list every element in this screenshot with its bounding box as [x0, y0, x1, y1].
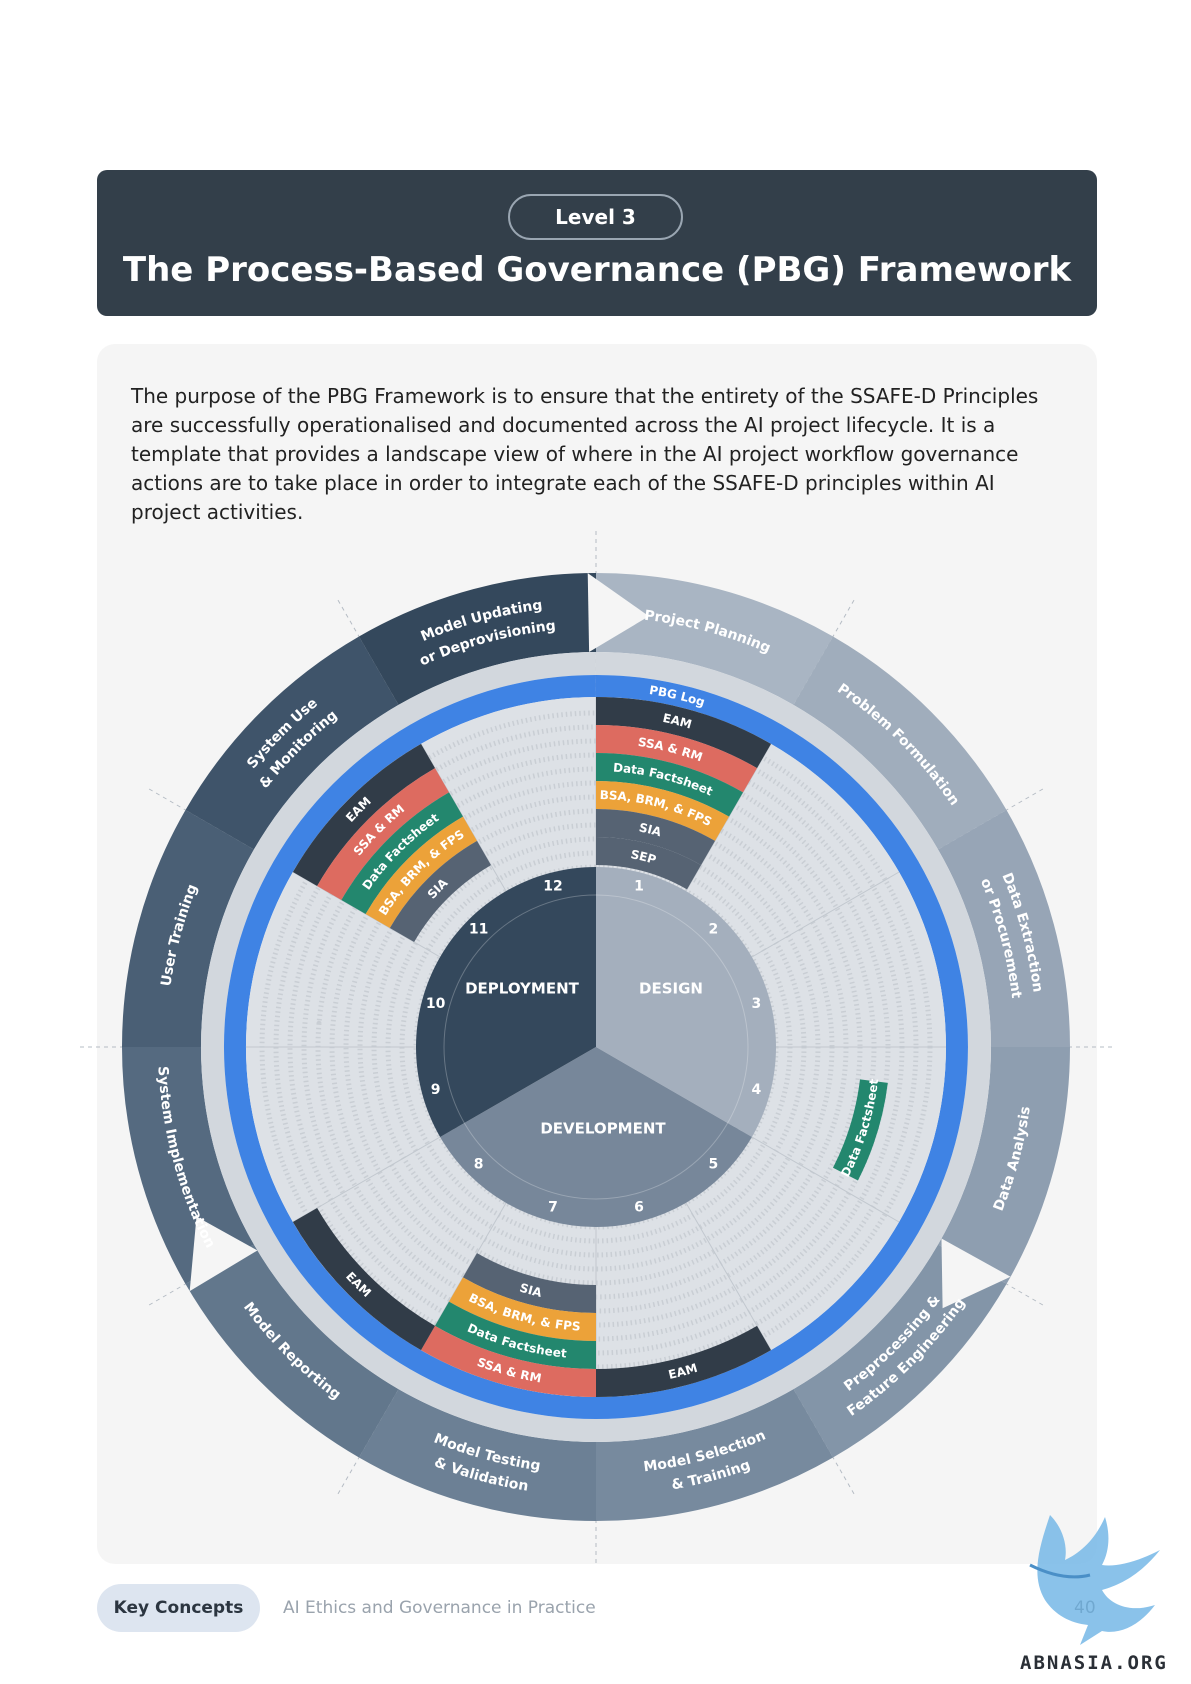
header-banner: Level 3 The Process-Based Governance (PB…: [97, 170, 1097, 316]
band-bsa-stage11: [365, 816, 477, 928]
band-bsa-stage1: [596, 781, 729, 841]
band-data_factsheet-stage7: [435, 1301, 596, 1369]
phase-arrow-notch: [941, 1238, 1011, 1309]
stage-number-1: 1: [634, 879, 644, 895]
phase-arrow-notch: [587, 573, 649, 653]
stage-number-9: 9: [431, 1082, 441, 1098]
stage-sector-8: [185, 1244, 399, 1458]
band-eam-stage6: [596, 1325, 771, 1397]
band-bsa-stage7: [449, 1277, 596, 1341]
stage-sector-2: [793, 636, 1007, 850]
stage-number-5: 5: [709, 1156, 719, 1172]
band-eam-stage1: [596, 697, 771, 769]
stage-number-4: 4: [751, 1082, 761, 1098]
phase-label-design: DESIGN: [639, 980, 703, 998]
griffin-logo-icon: [1029, 1515, 1160, 1645]
stage-sector-3: [938, 810, 1070, 1047]
level-badge: Level 3: [508, 194, 683, 240]
stage-number-6: 6: [634, 1199, 644, 1215]
phase-label-development: DEVELOPMENT: [540, 1120, 666, 1138]
sector-separator: [741, 871, 900, 964]
stage-sector-1: [596, 573, 833, 705]
intro-paragraph: The purpose of the PBG Framework is to e…: [131, 384, 1039, 524]
stage-number-12: 12: [543, 879, 562, 895]
phase-development-wedge: [440, 1047, 752, 1228]
phase-arrow-notch: [189, 1216, 258, 1292]
band-data_factsheet-stage11: [341, 792, 463, 914]
band-sep-label-stage1: SEP: [630, 847, 659, 867]
stage-sector-10: [122, 810, 254, 1047]
footer-text: AI Ethics and Governance in Practice: [283, 1598, 596, 1618]
band-eam-stage11: [292, 743, 435, 886]
stage-number-8: 8: [474, 1156, 484, 1172]
stage-sector-11: [185, 636, 399, 850]
band-sia-stage7: [463, 1253, 596, 1314]
sector-separator: [292, 871, 451, 964]
band-data_factsheet-stage4: [833, 1079, 888, 1181]
band-ssa_rm-stage1: [596, 725, 757, 793]
band-ssa_rm-stage11: [317, 768, 449, 900]
phase-deployment-wedge: [415, 867, 596, 1137]
stage-sector-7: [359, 1389, 596, 1521]
band-eam-stage8: [292, 1208, 435, 1351]
key-concepts-pill[interactable]: Key Concepts: [97, 1584, 260, 1632]
band-ssa_rm-stage7: [421, 1325, 596, 1397]
band-sia-label-stage1: SIA: [638, 820, 664, 839]
band-sia-stage11: [389, 840, 491, 942]
phase-design-wedge: [596, 867, 776, 1137]
band-sia-label-stage7: SIA: [518, 1280, 544, 1299]
sector-separator: [679, 1192, 772, 1351]
watermark-text: ABNASIA.ORG: [1020, 1652, 1168, 1674]
stage-number-7: 7: [548, 1199, 558, 1215]
stage-sector-6: [596, 1389, 833, 1521]
sector-separator: [741, 1130, 900, 1223]
sector-separator: [420, 1192, 513, 1351]
page-title: The Process-Based Governance (PBG) Frame…: [122, 250, 1072, 290]
core-inner-circle: [443, 894, 749, 1200]
band-sia-stage1: [596, 809, 715, 866]
band-data_factsheet-stage1: [596, 753, 743, 817]
stage-sector-4: [938, 1047, 1070, 1284]
sector-separator: [292, 1130, 451, 1223]
stage-number-10: 10: [426, 996, 446, 1012]
stage-sector-12: [359, 573, 596, 705]
stage-number-2: 2: [709, 922, 719, 938]
band-sep-stage1: [596, 837, 701, 890]
stage-sector-9: [122, 1047, 254, 1284]
stage-number-11: 11: [469, 922, 488, 938]
stage-number-3: 3: [751, 996, 761, 1012]
phase-label-deployment: DEPLOYMENT: [465, 980, 580, 998]
